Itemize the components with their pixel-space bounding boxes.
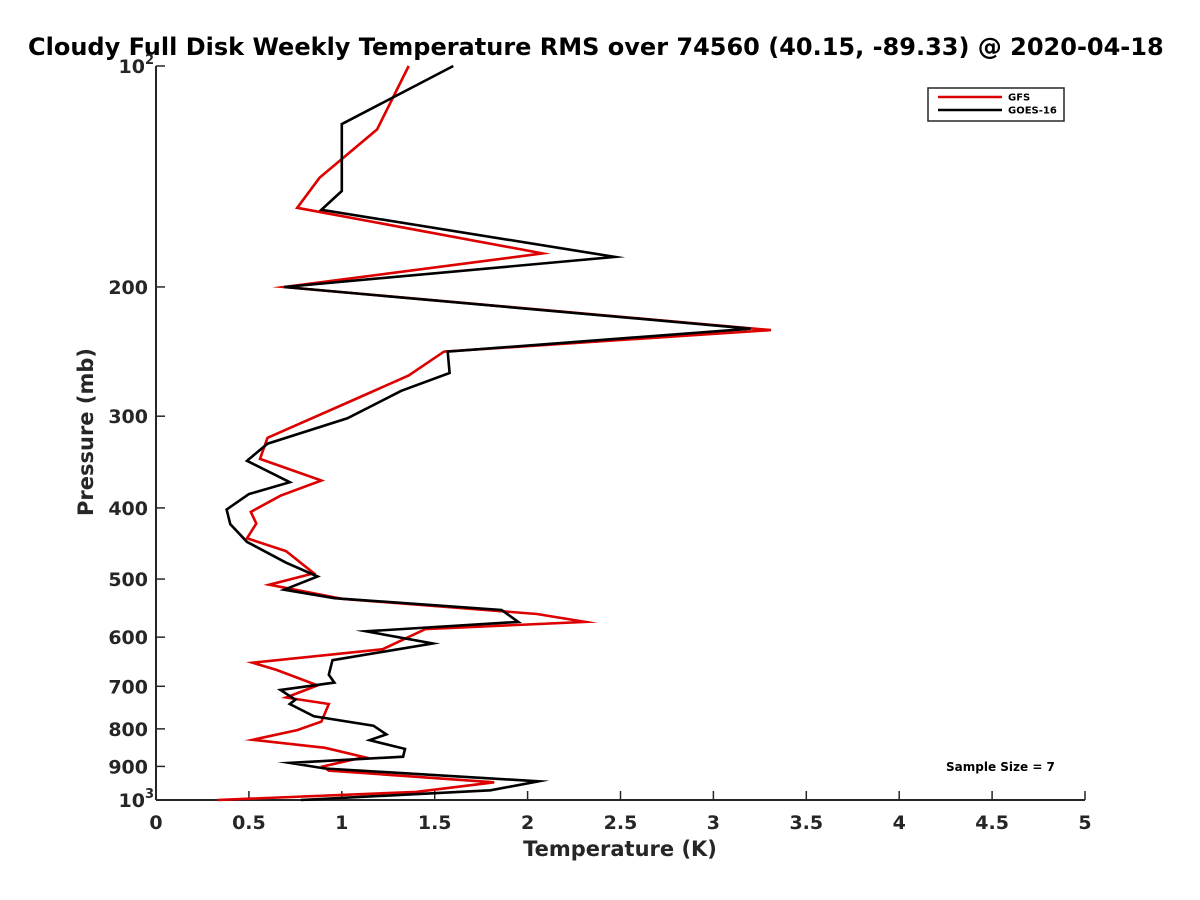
- legend-label: GFS: [1008, 93, 1030, 104]
- y-tick-label: 600: [108, 627, 148, 649]
- sample-size-annotation: Sample Size = 7: [946, 760, 1055, 774]
- x-tick-label: 2: [521, 812, 534, 834]
- x-tick-label: 0.5: [232, 812, 266, 834]
- x-tick-label: 4.5: [975, 812, 1009, 834]
- x-tick-label: 5: [1078, 812, 1091, 834]
- chart-title: Cloudy Full Disk Weekly Temperature RMS …: [28, 33, 1164, 61]
- x-tick-label: 1.5: [418, 812, 452, 834]
- series-layer: [217, 64, 772, 802]
- y-tick-label: 500: [108, 569, 148, 591]
- x-tick-label: 3.5: [789, 812, 823, 834]
- x-tick-label: 1: [335, 812, 348, 834]
- y-tick-label: 200: [108, 277, 148, 299]
- y-tick-label: 102: [119, 53, 155, 78]
- y-tick-label: 800: [108, 719, 148, 741]
- x-tick-label: 0: [149, 812, 162, 834]
- axes: 0 0.5 1 1.5 2 2.5 3 3.5 4 4.5 5 102 200 300 400 500 600 7…: [108, 53, 1091, 834]
- y-tick-label: 900: [108, 756, 148, 778]
- series-line-goes-16: [225, 64, 751, 802]
- y-tick-label: 300: [108, 406, 148, 428]
- y-tick-label: 700: [108, 676, 148, 698]
- legend-box: [927, 87, 1065, 122]
- legend: GFS GOES-16: [927, 87, 1065, 122]
- y-tick-label: 103: [119, 787, 155, 812]
- x-tick-label: 4: [893, 812, 906, 834]
- legend-label: GOES-16: [1008, 106, 1057, 117]
- x-tick-label: 2.5: [604, 812, 638, 834]
- series-line-gfs: [217, 65, 772, 802]
- x-axis-label: Temperature (K): [523, 837, 717, 861]
- y-axis-label: Pressure (mb): [74, 348, 98, 516]
- x-tick-label: 3: [707, 812, 720, 834]
- y-tick-label: 400: [108, 498, 148, 520]
